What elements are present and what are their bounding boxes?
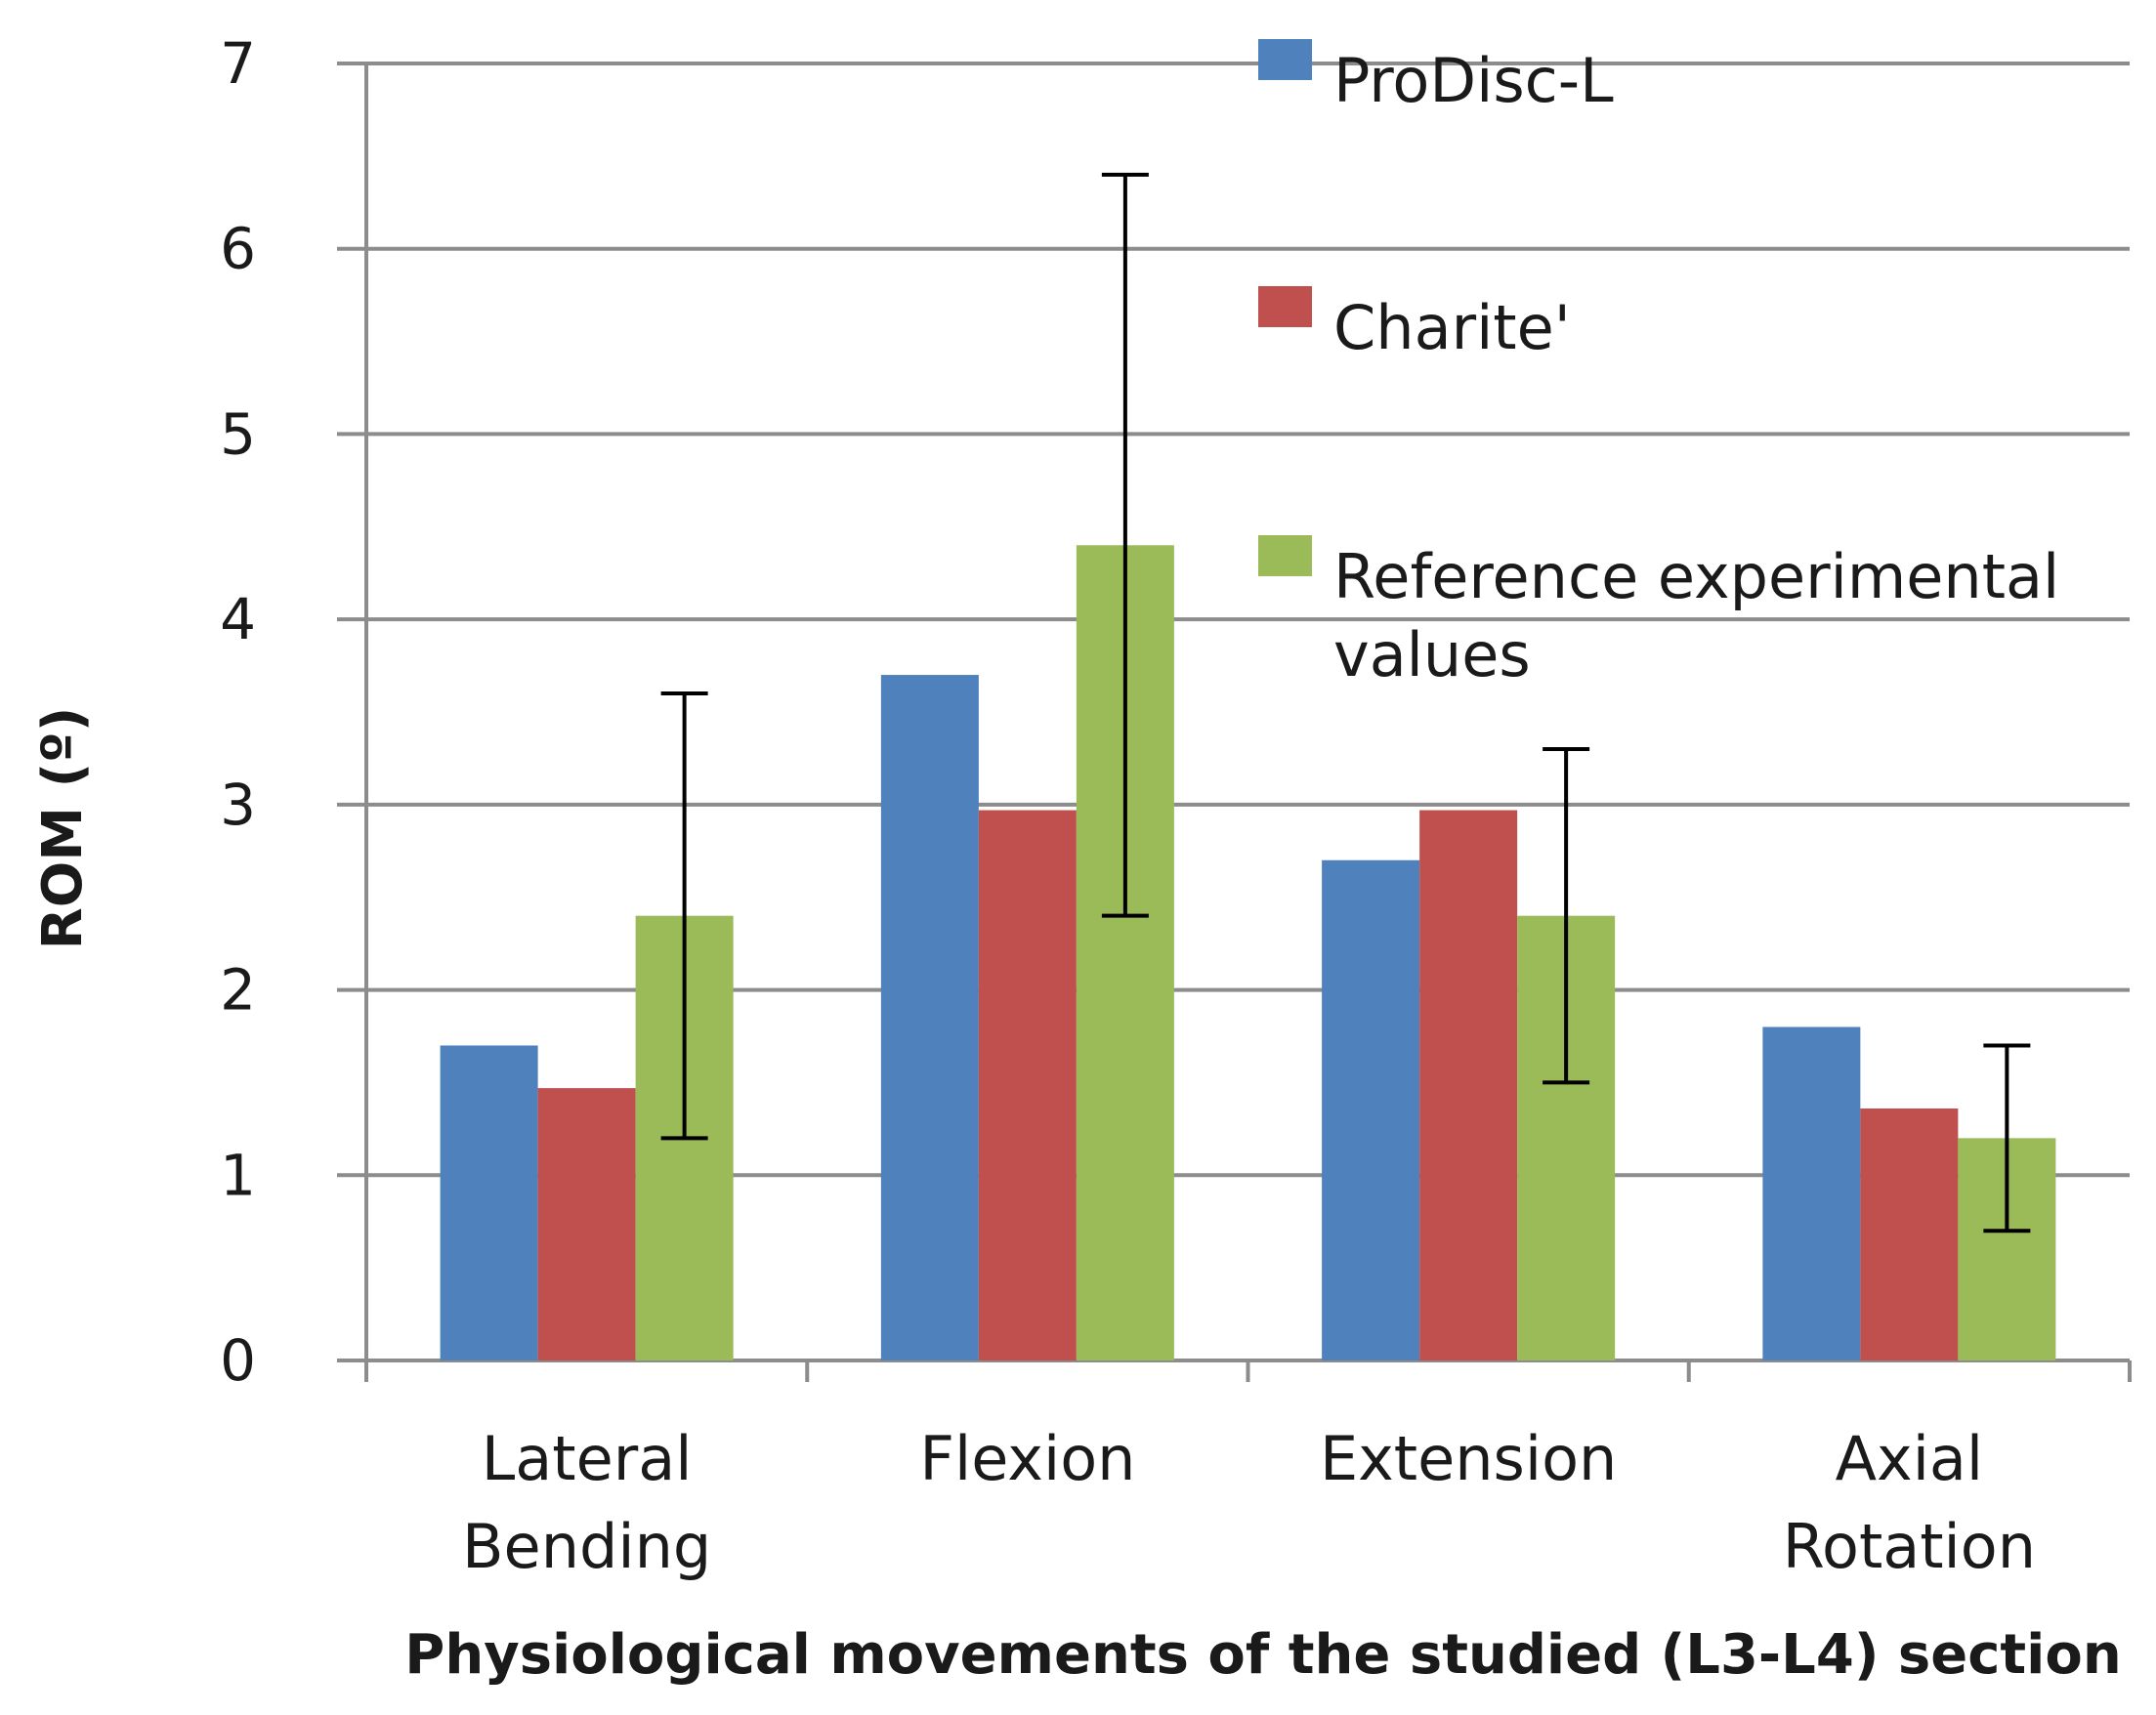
legend-swatch — [1258, 286, 1312, 327]
legend-swatch — [1258, 535, 1312, 576]
legend-label: Charite' — [1333, 292, 1571, 363]
y-tick-label: 1 — [220, 1142, 256, 1208]
bar — [1322, 859, 1420, 1360]
tick-labels: 0 1 2 3 4 5 6 7 Lateral Bending Flexion Extension Ax… — [220, 30, 2036, 1582]
y-tick-label: 5 — [220, 400, 256, 467]
error-bars — [660, 172, 2031, 1234]
x-tick-label: Axial — [1836, 1423, 1984, 1494]
bar — [1762, 1026, 1861, 1360]
bar — [880, 675, 979, 1360]
bar — [440, 1045, 538, 1360]
bar — [1860, 1108, 1959, 1360]
bar — [1419, 810, 1518, 1360]
legend-label: Reference experimental — [1333, 541, 2059, 612]
x-tick-label: Rotation — [1783, 1511, 2036, 1582]
x-axis-title: Physiological movements of the studied (… — [404, 1623, 2121, 1687]
y-axis-title: ROM (º) — [31, 707, 95, 950]
legend-label: ProDisc-L — [1333, 45, 1614, 116]
y-tick-label: 3 — [220, 772, 256, 838]
y-tick-label: 2 — [220, 957, 256, 1024]
legend: ProDisc-L Charite' Reference experimentalv… — [1258, 39, 2059, 690]
y-tick-label: 0 — [220, 1327, 256, 1394]
x-tick-label: Extension — [1320, 1423, 1617, 1494]
x-tick-label: Lateral — [482, 1423, 693, 1494]
bar — [537, 1088, 636, 1360]
gridlines — [337, 62, 2130, 1178]
y-tick-label: 7 — [220, 30, 256, 97]
y-tick-label: 6 — [220, 216, 256, 282]
x-tick-label: Flexion — [919, 1423, 1135, 1494]
y-tick-label: 4 — [220, 586, 256, 652]
bar — [978, 810, 1077, 1360]
legend-label: values — [1333, 619, 1531, 690]
legend-swatch — [1258, 39, 1312, 80]
x-tick-label: Bending — [462, 1511, 711, 1582]
